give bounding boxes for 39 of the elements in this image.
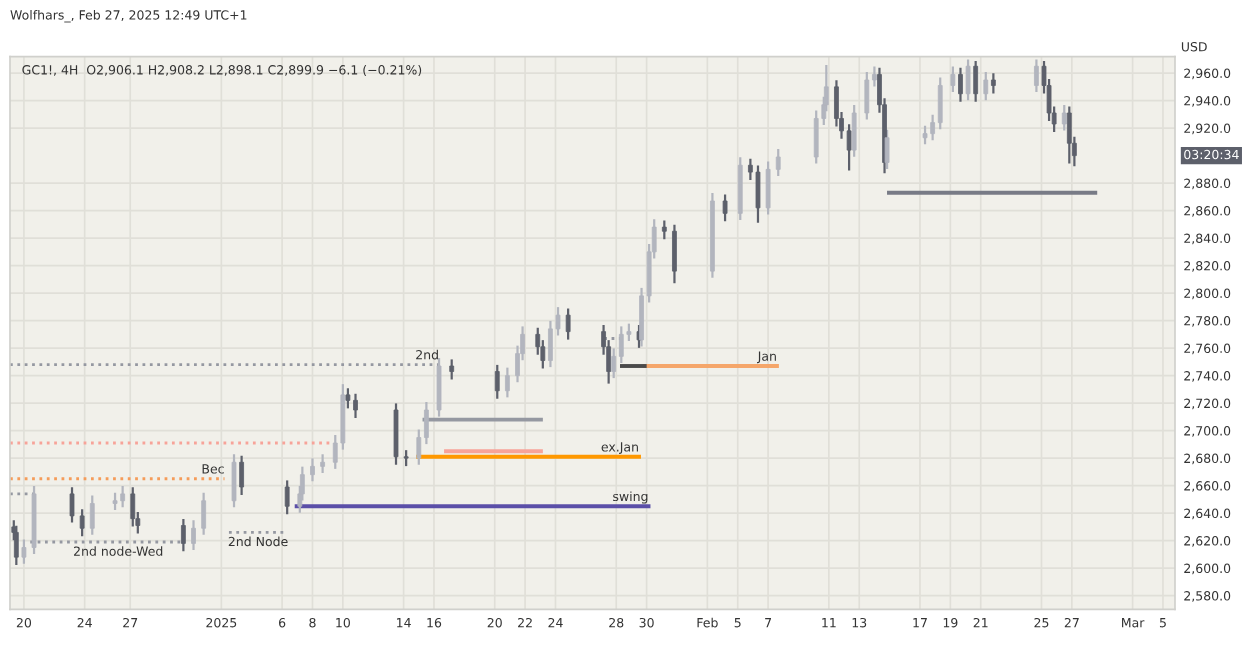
candlestick: [436, 358, 442, 417]
candlestick: [1061, 105, 1067, 131]
candlestick: [937, 77, 943, 130]
candlestick: [548, 320, 553, 368]
candlestick: [813, 110, 819, 164]
candlestick: [69, 487, 75, 523]
candlestick: [130, 487, 136, 527]
candlestick: [958, 67, 963, 102]
candlestick: [973, 61, 979, 102]
candlestick: [565, 308, 571, 340]
candlestick: [191, 520, 196, 550]
candlestick: [310, 458, 315, 482]
candlestick: [393, 403, 399, 465]
candlestick: [965, 59, 971, 101]
candlestick: [851, 105, 857, 157]
candlestick: [201, 492, 207, 535]
candlestick: [21, 539, 27, 564]
candlestick: [284, 480, 290, 515]
candlestick: [950, 66, 956, 93]
candlestick: [504, 367, 510, 398]
candlestick: [239, 455, 244, 495]
candlestick: [181, 518, 186, 552]
candlestick: [672, 224, 677, 284]
candlestick: [13, 525, 19, 566]
candlestick: [231, 454, 237, 508]
candlestick: [1066, 106, 1072, 164]
candlestick: [79, 509, 85, 537]
candlestick: [722, 194, 728, 222]
candlestick: [765, 161, 771, 215]
candlestick: [320, 454, 325, 473]
candlestick: [120, 485, 126, 508]
candlestick: [89, 495, 95, 535]
candlestick: [983, 72, 989, 101]
candlestick: [353, 393, 358, 418]
candlestick: [755, 165, 761, 223]
candlestick: [864, 72, 870, 120]
candlestick: [494, 364, 500, 399]
candlestick: [1034, 59, 1039, 93]
candlestick: [775, 149, 781, 176]
